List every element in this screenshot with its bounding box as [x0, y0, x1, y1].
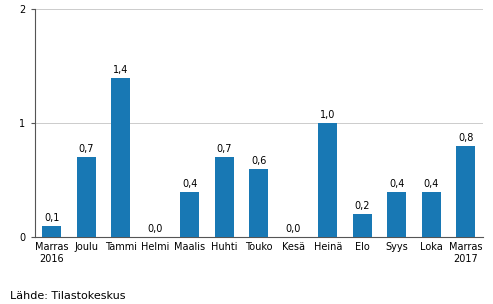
Bar [77, 157, 96, 237]
Text: 0,1: 0,1 [44, 213, 60, 223]
Bar [249, 169, 268, 237]
Bar [387, 192, 406, 237]
Text: 0,4: 0,4 [182, 179, 198, 189]
Text: 0,4: 0,4 [389, 179, 405, 189]
Text: 1,4: 1,4 [113, 65, 129, 75]
Text: 0,7: 0,7 [78, 144, 94, 154]
Bar [180, 192, 199, 237]
Text: 0,0: 0,0 [147, 224, 163, 234]
Text: 0,6: 0,6 [251, 156, 267, 166]
Text: Lähde: Tilastokeskus: Lähde: Tilastokeskus [10, 291, 125, 301]
Text: 0,0: 0,0 [285, 224, 301, 234]
Text: 0,7: 0,7 [216, 144, 232, 154]
Text: 1,0: 1,0 [320, 110, 336, 120]
Bar [215, 157, 234, 237]
Text: 0,8: 0,8 [458, 133, 474, 143]
Text: 0,2: 0,2 [354, 202, 370, 212]
Bar [111, 78, 130, 237]
Bar [422, 192, 441, 237]
Bar [318, 123, 337, 237]
Bar [457, 146, 475, 237]
Bar [42, 226, 61, 237]
Bar [353, 214, 372, 237]
Text: 0,4: 0,4 [423, 179, 439, 189]
